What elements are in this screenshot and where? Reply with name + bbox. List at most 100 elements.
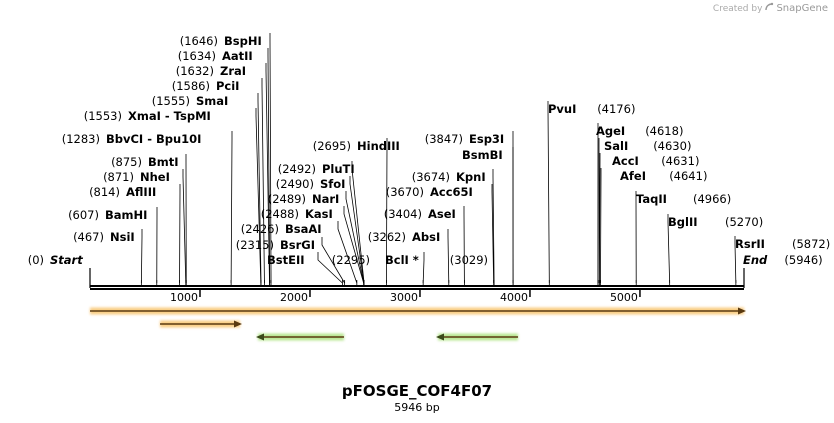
restriction-site[interactable]: TaqII (4966) [636,192,731,206]
credit-brand: SnapGene [776,3,828,14]
restriction-site[interactable]: Esp3I (3847) [425,132,504,146]
orange-feature-full[interactable] [90,307,746,315]
site-name: BbvCI - Bpu10I [106,132,201,146]
site-leader-line [321,237,345,284]
site-leader-line [345,191,365,284]
axis-tick-label: 5000 [610,291,638,304]
restriction-site[interactable]: BsrGI (2315) [236,238,315,252]
site-leader-line [491,184,495,284]
restriction-site[interactable]: BstEII (2295) [267,253,370,267]
restriction-site[interactable]: BmtI (875) [111,155,178,169]
restriction-site[interactable]: ZraI (1632) [176,64,246,78]
site-position: (1646) [180,34,218,48]
restriction-site[interactable]: NarI (2489) [268,192,340,206]
site-leader-line [349,176,365,284]
site-name: AseI [428,207,456,221]
site-position: (1553) [84,109,122,123]
restriction-site[interactable]: RsrII (5872) [735,237,830,251]
site-leader-line [255,108,262,284]
site-leader-line [351,161,365,284]
site-name: NsiI [110,230,135,244]
site-leader-line [317,252,343,284]
restriction-site[interactable]: BspHI (1646) [180,34,262,48]
site-leader-line [269,33,272,284]
restriction-site[interactable]: BsaAI (2426) [241,222,322,236]
restriction-site[interactable]: AbsI (3262) [368,230,441,244]
restriction-site[interactable]: NsiI (467) [73,230,135,244]
site-name: ZraI [220,64,246,78]
axis-ticks: 1000 2000 3000 4000 5000 [170,290,641,304]
site-position: (4641) [669,169,707,183]
restriction-site[interactable]: KasI (2488) [261,207,333,221]
restriction-site[interactable]: Start (0) [28,253,84,267]
site-name: AgeI [596,124,625,138]
site-name: Esp3I [469,132,504,146]
site-leader-line [230,131,233,284]
restriction-site[interactable]: AatII (1634) [178,49,253,63]
site-position: (1634) [178,49,216,63]
site-position: (4176) [597,102,635,116]
site-position: (0) [28,253,44,267]
restriction-site[interactable]: End (5946) [743,253,823,267]
feature-arrowhead [436,333,444,341]
restriction-site[interactable]: PvuI (4176) [548,102,635,116]
site-leaders [89,33,745,288]
restriction-site[interactable]: BamHI (607) [68,208,147,222]
site-leader-line [492,169,495,284]
plasmid-length: 5946 bp [394,401,440,414]
site-leader-line [386,138,388,284]
restriction-site[interactable]: NheI (871) [103,170,170,184]
restriction-site[interactable]: Acc65I (3670) [386,185,473,199]
site-name: BglII [668,215,698,229]
site-name: NheI [140,170,170,184]
site-position: (2489) [268,192,306,206]
site-name: TaqII [636,192,667,206]
orange-feature-short[interactable] [160,320,242,328]
restriction-site[interactable]: AfeI (4641) [620,169,707,183]
green-feature-2[interactable] [436,333,518,341]
restriction-site[interactable]: KpnI (3674) [412,170,486,184]
site-name: Start [50,253,83,267]
site-name: BclI * [385,253,419,267]
restriction-site[interactable]: AccI (4631) [612,154,699,168]
site-position: (2426) [241,222,279,236]
restriction-site[interactable]: SfoI (2490) [276,177,346,191]
site-position: (1555) [152,94,190,108]
restriction-site[interactable]: BsmBI [462,148,503,162]
site-position: (467) [73,230,104,244]
restriction-site[interactable]: HindIII (2695) [313,139,400,153]
site-leader-line [422,252,425,284]
site-leader-line [734,236,737,284]
green-feature-1[interactable] [256,333,344,341]
site-name: BsrGI [280,238,315,252]
restriction-site[interactable]: AseI (3404) [384,207,456,221]
credit-prefix: Created by [712,3,763,14]
restriction-site[interactable]: SalI (4630) [604,139,691,153]
restriction-site[interactable]: SmaI (1555) [152,94,229,108]
site-position: (3674) [412,170,450,184]
site-name: PluTI [322,162,355,176]
site-name: NarI [312,192,339,206]
site-name: KasI [305,207,333,221]
site-name: AflIII [126,185,156,199]
axis-tick-label: 1000 [170,291,198,304]
restriction-site[interactable]: AflIII (814) [89,185,156,199]
site-position: (3404) [384,207,422,221]
site-leader-line [267,48,271,284]
site-position: (2492) [278,162,316,176]
site-position: (3029) [450,253,488,267]
restriction-site[interactable]: XmaI - TspMI (1553) [84,109,211,123]
site-leader-line [447,229,450,284]
site-name: RsrII [735,237,765,251]
restriction-site[interactable]: BbvCI - Bpu10I (1283) [62,132,202,146]
restriction-site[interactable]: PciI (1586) [172,79,240,93]
site-name: End [743,253,768,267]
site-name: AfeI [620,169,646,183]
restriction-site[interactable]: AgeI (4618) [596,124,683,138]
restriction-site[interactable]: BglII (5270) [668,215,763,229]
site-position: (5946) [784,253,822,267]
restriction-site[interactable]: PluTI (2492) [278,162,355,176]
site-name: PvuI [548,102,576,116]
restriction-site[interactable]: BclI * (3029) [385,253,488,267]
axis-tick-label: 3000 [390,291,418,304]
